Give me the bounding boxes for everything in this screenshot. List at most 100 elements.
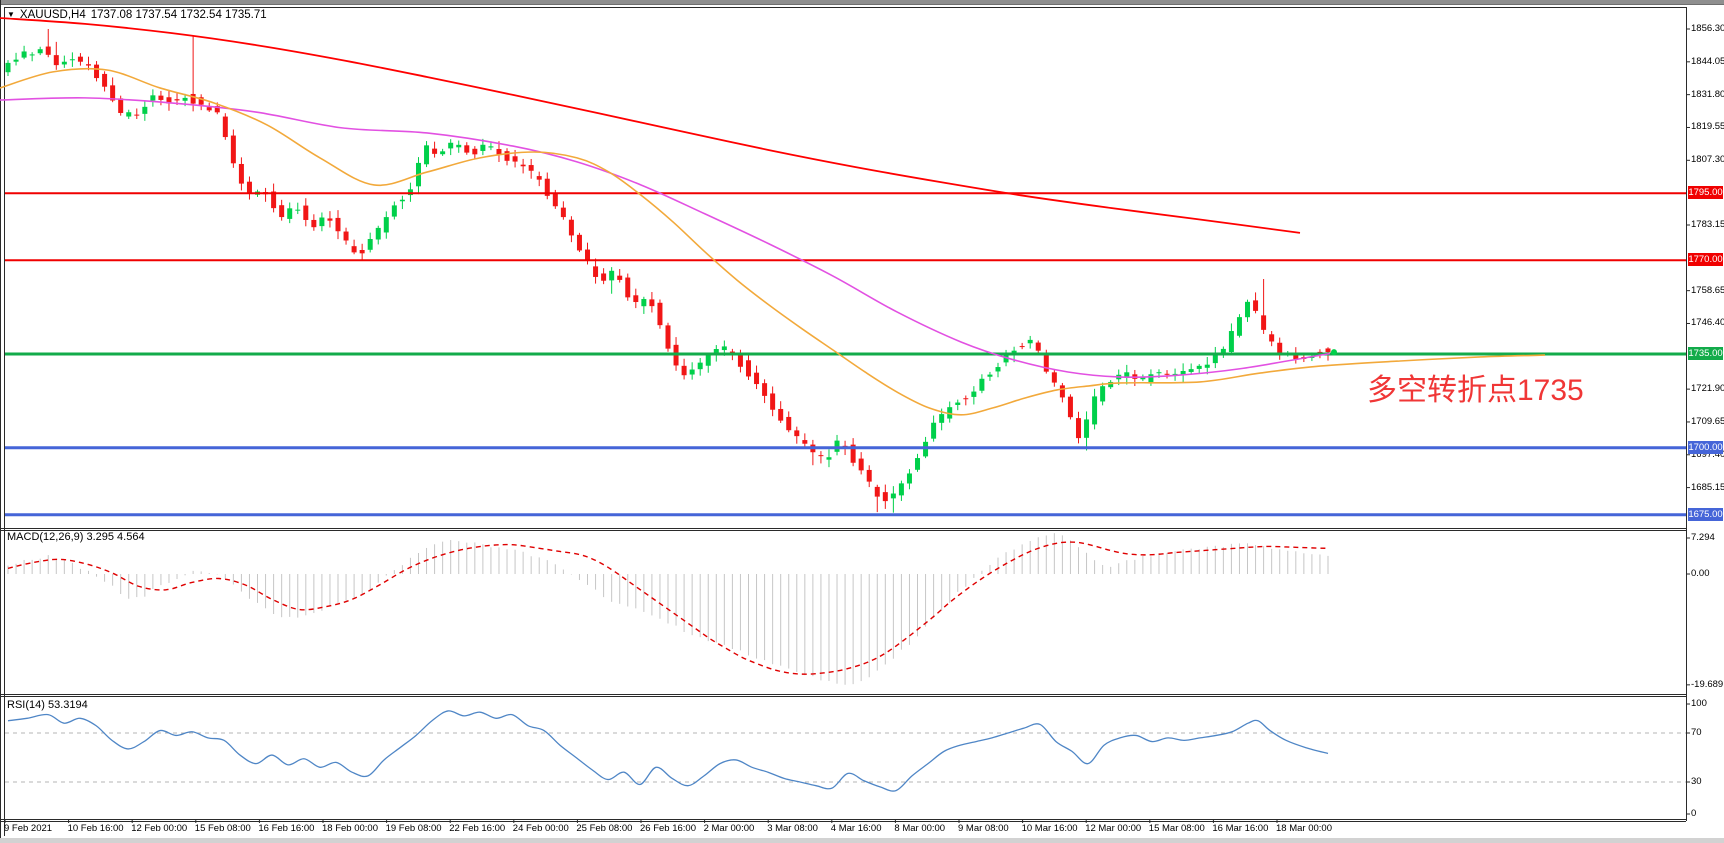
candle-body — [311, 219, 317, 228]
candle-body — [383, 217, 389, 233]
rsi-line[interactable] — [7, 710, 1329, 792]
candle-body — [399, 199, 405, 202]
candle-body — [705, 355, 711, 366]
macd-tick-label: 0.00 — [1691, 568, 1710, 579]
time-tick-label: 18 Mar 00:00 — [1276, 823, 1332, 834]
candle-body — [568, 219, 574, 236]
candle-body — [407, 189, 413, 196]
candle-body — [931, 422, 937, 439]
candle-body — [1261, 315, 1267, 330]
candle-body — [222, 116, 228, 138]
candle-body — [238, 163, 244, 184]
candle-body — [319, 217, 325, 227]
candle-body — [230, 135, 236, 164]
candle-body — [890, 493, 896, 499]
candle-body — [279, 205, 285, 218]
candle-body — [295, 209, 301, 211]
candle-body — [1164, 373, 1170, 375]
rsi-tick-label: 0 — [1691, 808, 1697, 819]
candle-body — [190, 93, 196, 104]
price-tick-label: 1758.65 — [1691, 284, 1724, 296]
candle-body — [874, 486, 880, 497]
candle-body — [737, 355, 743, 367]
candle-body — [1027, 339, 1033, 344]
fast-orange-ma[interactable] — [0, 67, 1546, 416]
candle-body — [166, 97, 172, 104]
candle-body — [359, 249, 365, 254]
candle-body — [1180, 370, 1186, 375]
time-tick-label: 10 Feb 16:00 — [67, 823, 124, 834]
candle-body — [343, 231, 349, 241]
candle-body — [504, 151, 510, 161]
time-tick-label: 16 Feb 16:00 — [258, 823, 315, 834]
candle-body — [1108, 381, 1114, 388]
candle-body — [754, 372, 760, 385]
candle-body — [496, 149, 502, 155]
candle-body — [858, 458, 864, 471]
candle-body — [198, 97, 204, 105]
candle-body — [721, 346, 727, 351]
candle-body — [641, 299, 647, 307]
time-tick-label: 9 Mar 08:00 — [958, 823, 1009, 834]
time-tick-label: 4 Mar 16:00 — [830, 823, 882, 834]
candle-body — [552, 194, 558, 207]
mid-magenta-ma[interactable] — [0, 96, 1331, 379]
slow-red-ma[interactable] — [0, 17, 1301, 234]
candle-body — [617, 275, 623, 280]
candle-body — [601, 273, 607, 281]
price-badge-1735.00: 1735.00 — [1688, 347, 1723, 361]
rsi-tick-label: 30 — [1691, 776, 1702, 787]
candle-body — [1156, 372, 1162, 374]
window-bottom-strip — [0, 838, 1724, 843]
candle-body — [61, 61, 67, 65]
candle-body — [915, 458, 921, 470]
candle-body — [1236, 317, 1242, 336]
symbol-dropdown-triangle-icon[interactable]: ▼ — [7, 10, 15, 19]
time-tick-label: 24 Feb 00:00 — [512, 823, 569, 834]
candle-body — [713, 349, 719, 356]
candles — [5, 29, 1331, 513]
candle-body — [882, 492, 888, 502]
candle-body — [939, 414, 945, 423]
candle-body — [1204, 364, 1210, 368]
price-tick-label: 1709.65 — [1691, 415, 1724, 427]
candle-body — [971, 391, 977, 397]
candle-body — [246, 181, 252, 194]
candle-body — [560, 207, 566, 218]
candle-body — [520, 164, 526, 167]
price-tick-label: 1783.15 — [1691, 219, 1724, 230]
candle-body — [625, 277, 631, 298]
candle-body — [576, 234, 582, 251]
price-annotation-text[interactable]: 多空转折点1735 — [1367, 374, 1584, 407]
candle-body — [1212, 354, 1218, 364]
candle-body — [53, 55, 59, 66]
candle-body — [689, 369, 695, 375]
candle-body — [432, 148, 438, 154]
time-tick-label: 2 Mar 00:00 — [703, 823, 755, 834]
candle-body — [351, 246, 357, 253]
time-tick-label: 12 Feb 00:00 — [131, 823, 188, 834]
candle-body — [102, 73, 108, 87]
time-tick-label: 22 Feb 16:00 — [449, 823, 506, 834]
candle-body — [1140, 377, 1146, 380]
candle-body — [142, 106, 148, 114]
macd-signal-line[interactable] — [7, 541, 1329, 675]
candle-body — [94, 64, 100, 79]
price-badge-1770.00: 1770.00 — [1688, 253, 1723, 267]
candle-body — [906, 473, 912, 484]
macd-histogram — [7, 533, 1329, 685]
candle-body — [1043, 355, 1049, 372]
candle-body — [158, 95, 164, 100]
price-tick-label: 1746.40 — [1691, 317, 1724, 329]
price-tick-label: 1856.30 — [1691, 23, 1724, 34]
candle-body — [1067, 396, 1073, 418]
candle-body — [69, 59, 75, 61]
candle-body — [1269, 334, 1275, 342]
candle-body — [585, 249, 591, 261]
candle-body — [1084, 419, 1090, 438]
candle-body — [512, 156, 518, 162]
candle-body — [287, 208, 293, 219]
candle-body — [786, 416, 792, 431]
